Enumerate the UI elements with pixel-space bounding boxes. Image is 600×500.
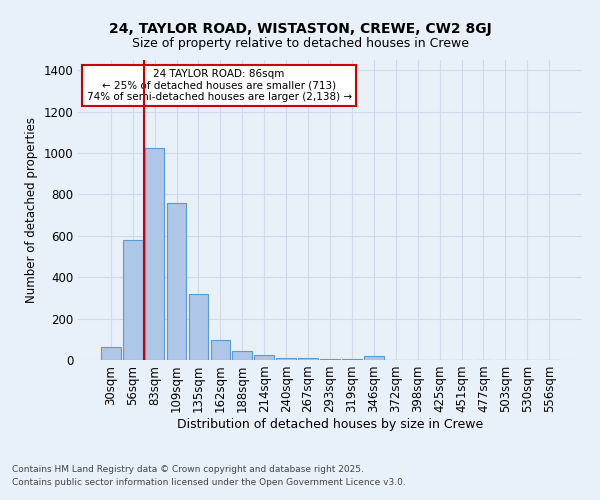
Bar [188,294,208,360]
Bar [364,356,384,360]
Bar [276,358,296,360]
Text: 24 TAYLOR ROAD: 86sqm
← 25% of detached houses are smaller (713)
74% of semi-det: 24 TAYLOR ROAD: 86sqm ← 25% of detached … [86,69,352,102]
Bar [123,240,143,360]
Bar [298,358,318,360]
Bar [320,359,340,360]
Bar [232,350,252,360]
Text: Contains HM Land Registry data © Crown copyright and database right 2025.: Contains HM Land Registry data © Crown c… [12,466,364,474]
Bar [101,346,121,360]
X-axis label: Distribution of detached houses by size in Crewe: Distribution of detached houses by size … [177,418,483,431]
Bar [211,340,230,360]
Y-axis label: Number of detached properties: Number of detached properties [25,117,38,303]
Bar [167,203,187,360]
Text: Size of property relative to detached houses in Crewe: Size of property relative to detached ho… [131,38,469,51]
Text: Contains public sector information licensed under the Open Government Licence v3: Contains public sector information licen… [12,478,406,487]
Text: 24, TAYLOR ROAD, WISTASTON, CREWE, CW2 8GJ: 24, TAYLOR ROAD, WISTASTON, CREWE, CW2 8… [109,22,491,36]
Bar [254,356,274,360]
Bar [145,148,164,360]
